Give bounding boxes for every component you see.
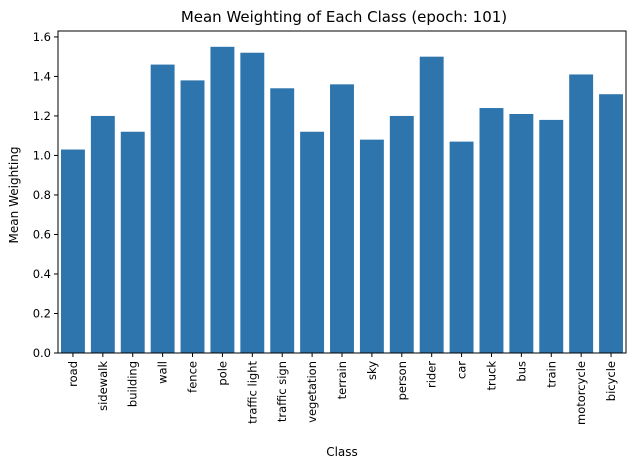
x-tick-label-fence: fence bbox=[186, 361, 200, 393]
x-tick-label-traffic-light: traffic light bbox=[245, 361, 259, 424]
bar-road bbox=[60, 149, 85, 353]
x-tick-label-person: person bbox=[395, 361, 409, 400]
bar-sky bbox=[359, 139, 384, 353]
x-tick-label-sky: sky bbox=[365, 361, 379, 380]
x-tick-label-car: car bbox=[455, 361, 469, 379]
x-tick-label-vegetation: vegetation bbox=[305, 361, 319, 423]
bar-traffic-light bbox=[240, 52, 265, 353]
x-tick-label-rider: rider bbox=[425, 361, 439, 388]
axes-frame bbox=[57, 30, 627, 354]
x-tick-label-truck: truck bbox=[484, 361, 498, 391]
y-tick-label: 0.4 bbox=[33, 267, 51, 281]
bar-person bbox=[389, 115, 414, 353]
x-axis-title: Class bbox=[326, 445, 358, 459]
y-tick-label: 1.4 bbox=[33, 69, 51, 83]
y-tick-label: 0.0 bbox=[33, 346, 51, 360]
x-tick-label-terrain: terrain bbox=[335, 361, 349, 399]
bar-truck bbox=[479, 108, 504, 354]
bar-fence bbox=[180, 80, 205, 353]
bar-car bbox=[449, 141, 474, 353]
x-tick-label-wall: wall bbox=[156, 361, 170, 384]
y-axis-title: Mean Weighting bbox=[7, 147, 21, 244]
bars-group bbox=[60, 46, 624, 354]
bar-building bbox=[120, 131, 145, 353]
bar-motorcycle bbox=[569, 74, 594, 354]
x-tick-label-road: road bbox=[66, 361, 80, 387]
y-tick-label: 0.2 bbox=[33, 306, 51, 320]
y-tick-label: 0.6 bbox=[33, 227, 51, 241]
bar-sidewalk bbox=[90, 115, 115, 353]
bar-traffic-sign bbox=[270, 88, 295, 354]
x-tick-label-pole: pole bbox=[215, 361, 229, 386]
x-tick-label-bus: bus bbox=[514, 361, 528, 382]
x-tick-label-bicycle: bicycle bbox=[604, 361, 618, 401]
bar-rider bbox=[419, 56, 444, 354]
y-tick-label: 1.2 bbox=[33, 109, 51, 123]
bar-bicycle bbox=[599, 94, 624, 353]
y-tick-label: 1.0 bbox=[33, 148, 51, 162]
bar-vegetation bbox=[300, 131, 325, 353]
bar-bus bbox=[509, 113, 534, 353]
x-tick-label-traffic-sign: traffic sign bbox=[275, 361, 289, 422]
bar-train bbox=[539, 119, 564, 353]
bar-pole bbox=[210, 46, 235, 353]
x-tick-label-building: building bbox=[126, 361, 140, 407]
y-tick-label: 1.6 bbox=[33, 30, 51, 44]
bar-wall bbox=[150, 64, 175, 353]
y-axis-ticks: 0.0 0.2 0.4 0.6 0.8 1.0 1.2 1.4 1.6 bbox=[33, 30, 58, 360]
x-tick-label-sidewalk: sidewalk bbox=[96, 361, 110, 411]
bar-terrain bbox=[330, 84, 354, 353]
x-tick-label-train: train bbox=[544, 361, 558, 388]
x-axis-ticks: road sidewalk building wall fence pole traffic… bbox=[66, 353, 618, 425]
x-tick-label-motorcycle: motorcycle bbox=[574, 361, 588, 425]
chart-title: Mean Weighting of Each Class (epoch: 101… bbox=[181, 8, 507, 26]
y-tick-label: 0.8 bbox=[33, 188, 51, 202]
